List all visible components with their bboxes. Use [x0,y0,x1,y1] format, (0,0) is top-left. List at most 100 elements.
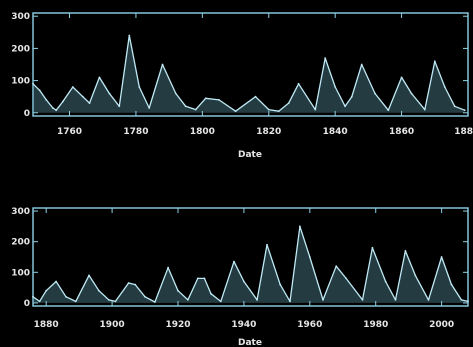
bottom-data-point [299,226,301,228]
top-data-point [218,99,220,101]
top-x-tick-label: 1800 [190,127,215,137]
top-data-point [128,35,130,37]
top-data-point [32,83,34,85]
bottom-data-point [335,265,337,267]
bottom-data-point [134,284,136,286]
top-x-tick-label: 1760 [57,127,82,137]
top-data-point [55,109,57,111]
top-data-point [62,101,64,103]
bottom-data-point [88,275,90,277]
top-data-point [298,83,300,85]
bottom-data-point [75,301,77,303]
bottom-data-point [372,247,374,249]
bottom-x-tick-label: 1940 [231,320,256,330]
bottom-data-point [128,282,130,284]
top-y-tick-label: 0 [24,109,30,119]
bottom-data-point [108,299,110,301]
bottom-y-tick-label: 300 [11,207,30,217]
top-y-tick-label: 100 [11,77,30,87]
bottom-data-point [197,278,199,280]
top-data-point [175,93,177,95]
bottom-data-point [345,278,347,280]
bottom-data-point [210,293,212,295]
top-x-tick-label: 1840 [323,127,348,137]
bottom-data-point [32,296,34,298]
top-data-point [374,93,376,95]
top-data-point [454,105,456,107]
top-data-point [268,109,270,111]
bottom-x-tick-label: 1960 [297,320,322,330]
bottom-data-point [115,301,117,303]
top-data-point [314,109,316,111]
top-data-point [235,110,237,112]
top-data-point [45,99,47,101]
top-data-point [72,86,74,88]
top-data-point [444,86,446,88]
top-data-point [109,93,111,95]
top-data-point [361,64,363,66]
bottom-x-tick-label: 1920 [165,320,190,330]
top-data-point [82,96,84,98]
bottom-data-point [414,275,416,277]
top-data-point [278,110,280,112]
bottom-data-point [322,299,324,301]
top-x-axis-title: Date [238,150,262,160]
top-data-point [424,109,426,111]
bottom-data-point [467,301,469,303]
bottom-x-tick-label: 1880 [34,320,59,330]
top-x-tick-label: 1780 [123,127,148,137]
bottom-y-tick-label: 0 [24,299,30,309]
top-data-point [195,109,197,111]
bottom-data-point [55,281,57,283]
bottom-data-point [395,299,397,301]
top-data-point [99,77,101,79]
bottom-data-point [243,281,245,283]
bottom-data-point [154,301,156,303]
top-y-tick-label: 300 [11,12,30,22]
bottom-x-tick-label: 2000 [429,320,454,330]
top-data-point [344,105,346,107]
bottom-data-point [65,296,67,298]
top-x-tick-label: 1860 [389,127,414,137]
top-data-point [387,109,389,111]
bottom-data-point [428,299,430,301]
bottom-data-point [167,267,169,269]
bottom-data-point [405,250,407,252]
top-y-tick-label: 200 [11,44,30,54]
top-x-tick-label: 188 [454,127,473,137]
bottom-y-tick-label: 200 [11,238,30,248]
bottom-data-point [451,284,453,286]
top-data-point [39,89,41,91]
bottom-data-point [266,244,268,246]
bottom-x-axis-title: Date [238,338,262,347]
top-data-point [162,64,164,66]
bottom-data-point [461,299,463,301]
top-data-point [334,86,336,88]
bottom-data-point [187,299,189,301]
bottom-data-point [385,281,387,283]
bottom-y-tick-label: 100 [11,268,30,278]
top-data-point [434,60,436,62]
top-data-point [89,102,91,104]
bottom-data-point [177,290,179,292]
bottom-data-point [144,296,146,298]
top-data-point [324,57,326,59]
top-data-point [118,105,120,107]
bottom-data-point [233,261,235,263]
top-data-point [411,93,413,95]
bottom-data-point [256,299,258,301]
top-data-point [464,109,466,111]
top-data-point [185,105,187,107]
top-data-point [255,96,257,98]
bottom-data-point [289,301,291,303]
top-data-point [351,96,353,98]
top-data-point [138,86,140,88]
top-data-point [52,107,54,109]
bottom-data-point [362,299,364,301]
bottom-data-point [39,301,41,303]
bottom-data-point [309,256,311,258]
bottom-data-point [220,301,222,303]
bottom-data-point [204,278,206,280]
top-x-tick-label: 1820 [256,127,281,137]
